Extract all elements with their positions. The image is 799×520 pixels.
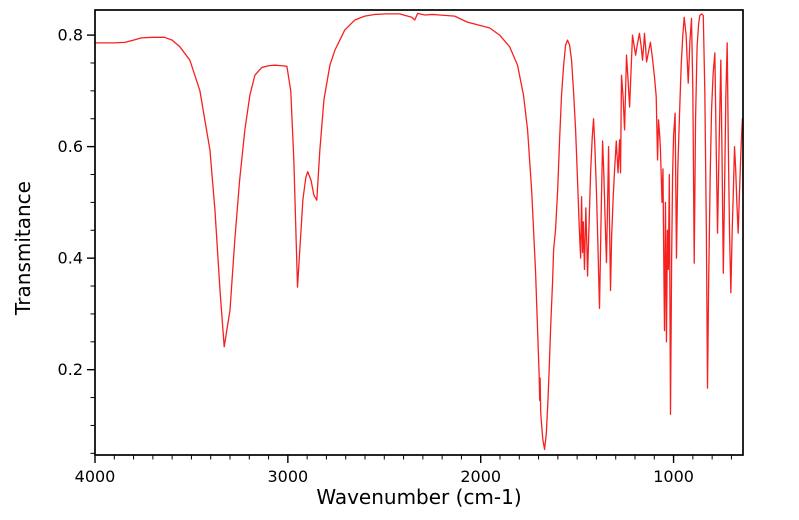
y-axis-tick-label: 0.2 [58,360,83,379]
x-axis-tick-label: 3000 [267,467,308,486]
y-axis-tick-labels: 0.2 0.4 0.6 0.8 [58,26,83,380]
x-axis-ticks [94,455,732,463]
y-axis-label: Transmitance [11,181,35,316]
y-axis-tick-label: 0.6 [58,137,83,156]
x-axis-tick-labels: 4000 3000 2000 1000 [75,467,694,486]
x-axis-tick-label: 1000 [653,467,694,486]
y-axis-tick-label: 0.4 [58,249,83,268]
x-axis-label: Wavenumber (cm-1) [316,485,521,509]
spectrum-line [94,12,744,451]
plot-frame [94,9,744,456]
x-axis-tick-label: 4000 [75,467,116,486]
y-axis-tick-label: 0.8 [58,26,83,45]
x-axis-tick-label: 2000 [460,467,501,486]
